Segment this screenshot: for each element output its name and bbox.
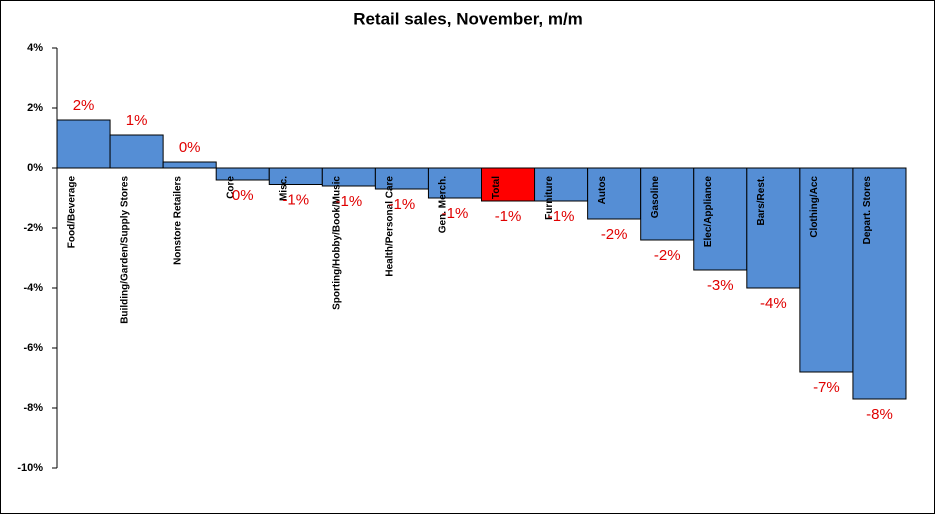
x-tick-label: Sporting/Hobby/Book/Music	[332, 176, 343, 310]
x-tick-label: Food/Beverage	[66, 176, 77, 249]
bar	[268, 167, 323, 185]
value-label: -2%	[601, 226, 628, 243]
bar	[587, 167, 642, 220]
value-label: -2%	[654, 247, 681, 264]
value-label: -1%	[389, 196, 416, 213]
x-tick-label: Furniture	[544, 176, 555, 220]
y-tick-label: 2%	[27, 102, 43, 114]
value-label: 0%	[179, 139, 201, 156]
value-label: 0%	[232, 187, 254, 204]
x-tick-label: Gasoline	[650, 176, 661, 219]
value-label: -3%	[707, 277, 734, 294]
bar	[162, 161, 217, 169]
value-label: -7%	[813, 379, 840, 396]
value-label: -1%	[548, 208, 575, 225]
x-tick-label: Bars/Rest.	[756, 176, 767, 226]
x-tick-label: Misc.	[279, 176, 290, 201]
x-tick-label: Gen. Merch.	[438, 176, 449, 233]
x-tick-label: Elec/Appliance	[703, 176, 714, 248]
x-tick-label: Clothing/Acc	[809, 176, 820, 238]
bar	[693, 167, 748, 271]
bar	[374, 167, 429, 190]
value-label: -1%	[282, 191, 309, 208]
y-tick-label: -4%	[23, 282, 43, 294]
x-tick-label: Autos	[597, 176, 608, 205]
x-tick-label: Building/Garden/Supply Stores	[119, 176, 130, 324]
bar	[215, 167, 270, 181]
y-tick-label: 0%	[27, 162, 43, 174]
value-label: -1%	[495, 208, 522, 225]
x-tick-label: Total	[491, 176, 502, 199]
bar	[109, 134, 164, 169]
bar	[481, 167, 536, 202]
bar	[746, 167, 801, 289]
bar	[427, 167, 482, 199]
value-label: 2%	[73, 97, 95, 114]
y-tick-label: -10%	[17, 462, 43, 474]
x-tick-label: Depart. Stores	[862, 176, 873, 245]
value-label: -4%	[760, 295, 787, 312]
y-tick-label: 4%	[27, 42, 43, 54]
value-label: -8%	[866, 406, 893, 423]
bar	[56, 119, 111, 169]
value-label: 1%	[126, 112, 148, 129]
bar	[852, 167, 907, 400]
x-tick-label: Core	[225, 176, 236, 199]
bar	[640, 167, 695, 241]
bar	[321, 167, 376, 187]
value-label: -1%	[336, 193, 363, 210]
y-tick-label: -2%	[23, 222, 43, 234]
value-label: -1%	[442, 205, 469, 222]
x-tick-label: Nonstore Retailers	[172, 176, 183, 265]
bar	[799, 167, 854, 373]
y-tick-label: -8%	[23, 402, 43, 414]
x-tick-label: Health/Personal Care	[385, 176, 396, 277]
y-tick-label: -6%	[23, 342, 43, 354]
bar	[534, 167, 589, 202]
chart-title: Retail sales, November, m/m	[353, 9, 583, 28]
